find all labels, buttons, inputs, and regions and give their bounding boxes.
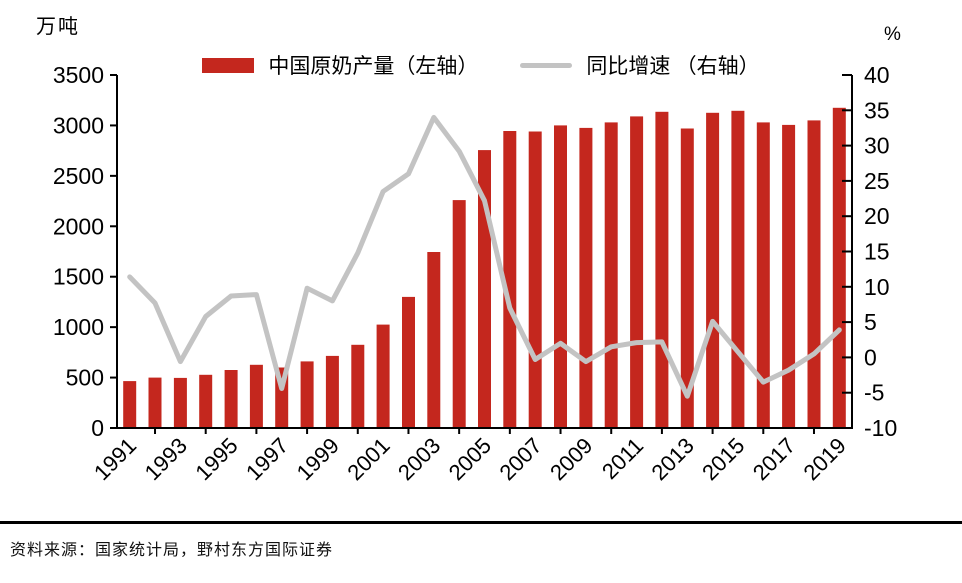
bar-2012 <box>655 111 669 429</box>
bar-1992 <box>148 377 162 428</box>
bar-2019 <box>832 107 846 429</box>
right-axis-tick-label: 40 <box>864 62 890 88</box>
bar-2003 <box>427 252 441 428</box>
right-axis-tick-label: 25 <box>864 168 890 194</box>
bar-1991 <box>123 381 137 428</box>
x-axis-year-label: 1997 <box>241 433 293 485</box>
right-axis-tick-label: 30 <box>864 133 890 159</box>
x-axis-year-label: 2013 <box>647 433 699 485</box>
left-axis-tick-label: 3500 <box>53 62 104 88</box>
left-axis-tick-label: 3000 <box>53 112 104 138</box>
x-axis-year-label: 2005 <box>444 433 496 485</box>
bar-2004 <box>452 200 466 428</box>
x-axis-year-label: 2003 <box>393 433 445 485</box>
bar-2001 <box>376 324 390 428</box>
x-axis-year-label: 2019 <box>799 433 851 485</box>
legend-label-production: 中国原奶产量（左轴） <box>268 54 479 78</box>
x-axis-year-label: 2009 <box>545 433 597 485</box>
bar-2010 <box>604 122 618 429</box>
bar-2017 <box>782 124 796 429</box>
left-axis-tick-label: 1500 <box>53 264 104 290</box>
milk-production-chart: 0 500 1000 1500 2000 2500 3000 3500 -10 -5 0 5 10 15 2… <box>53 62 897 485</box>
right-axis-tick-label: 10 <box>864 274 890 300</box>
left-axis-tick-label: 2000 <box>53 213 104 239</box>
bar-2013 <box>680 128 694 428</box>
x-axis-year-label: 1995 <box>190 433 242 485</box>
source-note: 资料来源：国家统计局，野村东方国际证券 <box>10 542 334 559</box>
x-axis-year-label: 2011 <box>597 433 648 484</box>
right-axis-tick-label: 0 <box>864 344 877 370</box>
x-axis-year-label: 1999 <box>292 433 344 485</box>
bar-1998 <box>300 361 314 428</box>
right-axis-tick-label: 15 <box>864 239 890 265</box>
legend-bar-swatch <box>202 57 255 73</box>
bar-2007 <box>528 131 542 428</box>
bar-2015 <box>731 110 745 429</box>
growth-line <box>127 114 842 399</box>
legend-label-growth: 同比增速 （右轴） <box>586 54 760 78</box>
bar-1996 <box>249 364 263 428</box>
bar-2009 <box>579 127 593 429</box>
bar-2008 <box>554 125 567 429</box>
bar-2000 <box>351 344 365 428</box>
right-axis-tick-label: 5 <box>864 309 877 335</box>
left-axis-unit-label: 万吨 <box>36 16 80 38</box>
bar-2006 <box>503 131 517 428</box>
bar-1994 <box>199 374 213 428</box>
left-axis-tick-label: 1000 <box>53 314 104 340</box>
x-axis-year-label: 2015 <box>697 433 749 485</box>
x-axis-year-label: 2001 <box>342 433 394 485</box>
right-axis-tick-label: 35 <box>864 97 890 123</box>
footer-divider: 资料来源：国家统计局，野村东方国际证券 <box>0 521 962 560</box>
bar-2011 <box>630 116 644 429</box>
bar-1993 <box>173 377 187 428</box>
bar-2014 <box>706 112 720 429</box>
x-axis-year-label: 2017 <box>748 433 800 485</box>
left-axis-tick-label: 500 <box>66 365 104 391</box>
left-axis-tick-label: 0 <box>91 415 104 441</box>
bar-2016 <box>756 122 770 429</box>
legend-line-swatch <box>520 62 573 68</box>
x-axis-year-label: 2007 <box>494 433 546 485</box>
right-axis-tick-label: 20 <box>864 203 890 229</box>
bar-1999 <box>325 355 339 428</box>
bar-2002 <box>402 296 415 428</box>
legend: 中国原奶产量（左轴） 同比增速 （右轴） <box>0 50 962 80</box>
right-axis-tick-label: -10 <box>864 415 897 441</box>
right-axis-unit-label: % <box>884 24 901 45</box>
bar-2018 <box>807 120 821 429</box>
right-axis-tick-label: -5 <box>864 380 884 406</box>
left-axis-tick-label: 2500 <box>53 163 104 189</box>
bar-1995 <box>224 370 238 428</box>
x-axis-year-label: 1993 <box>140 433 192 485</box>
